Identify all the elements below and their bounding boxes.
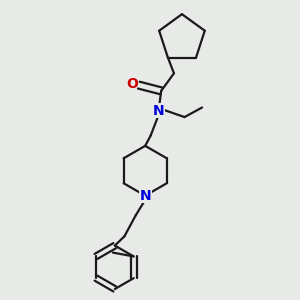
Text: O: O — [126, 77, 138, 91]
Text: N: N — [153, 104, 165, 118]
Text: N: N — [140, 189, 151, 203]
